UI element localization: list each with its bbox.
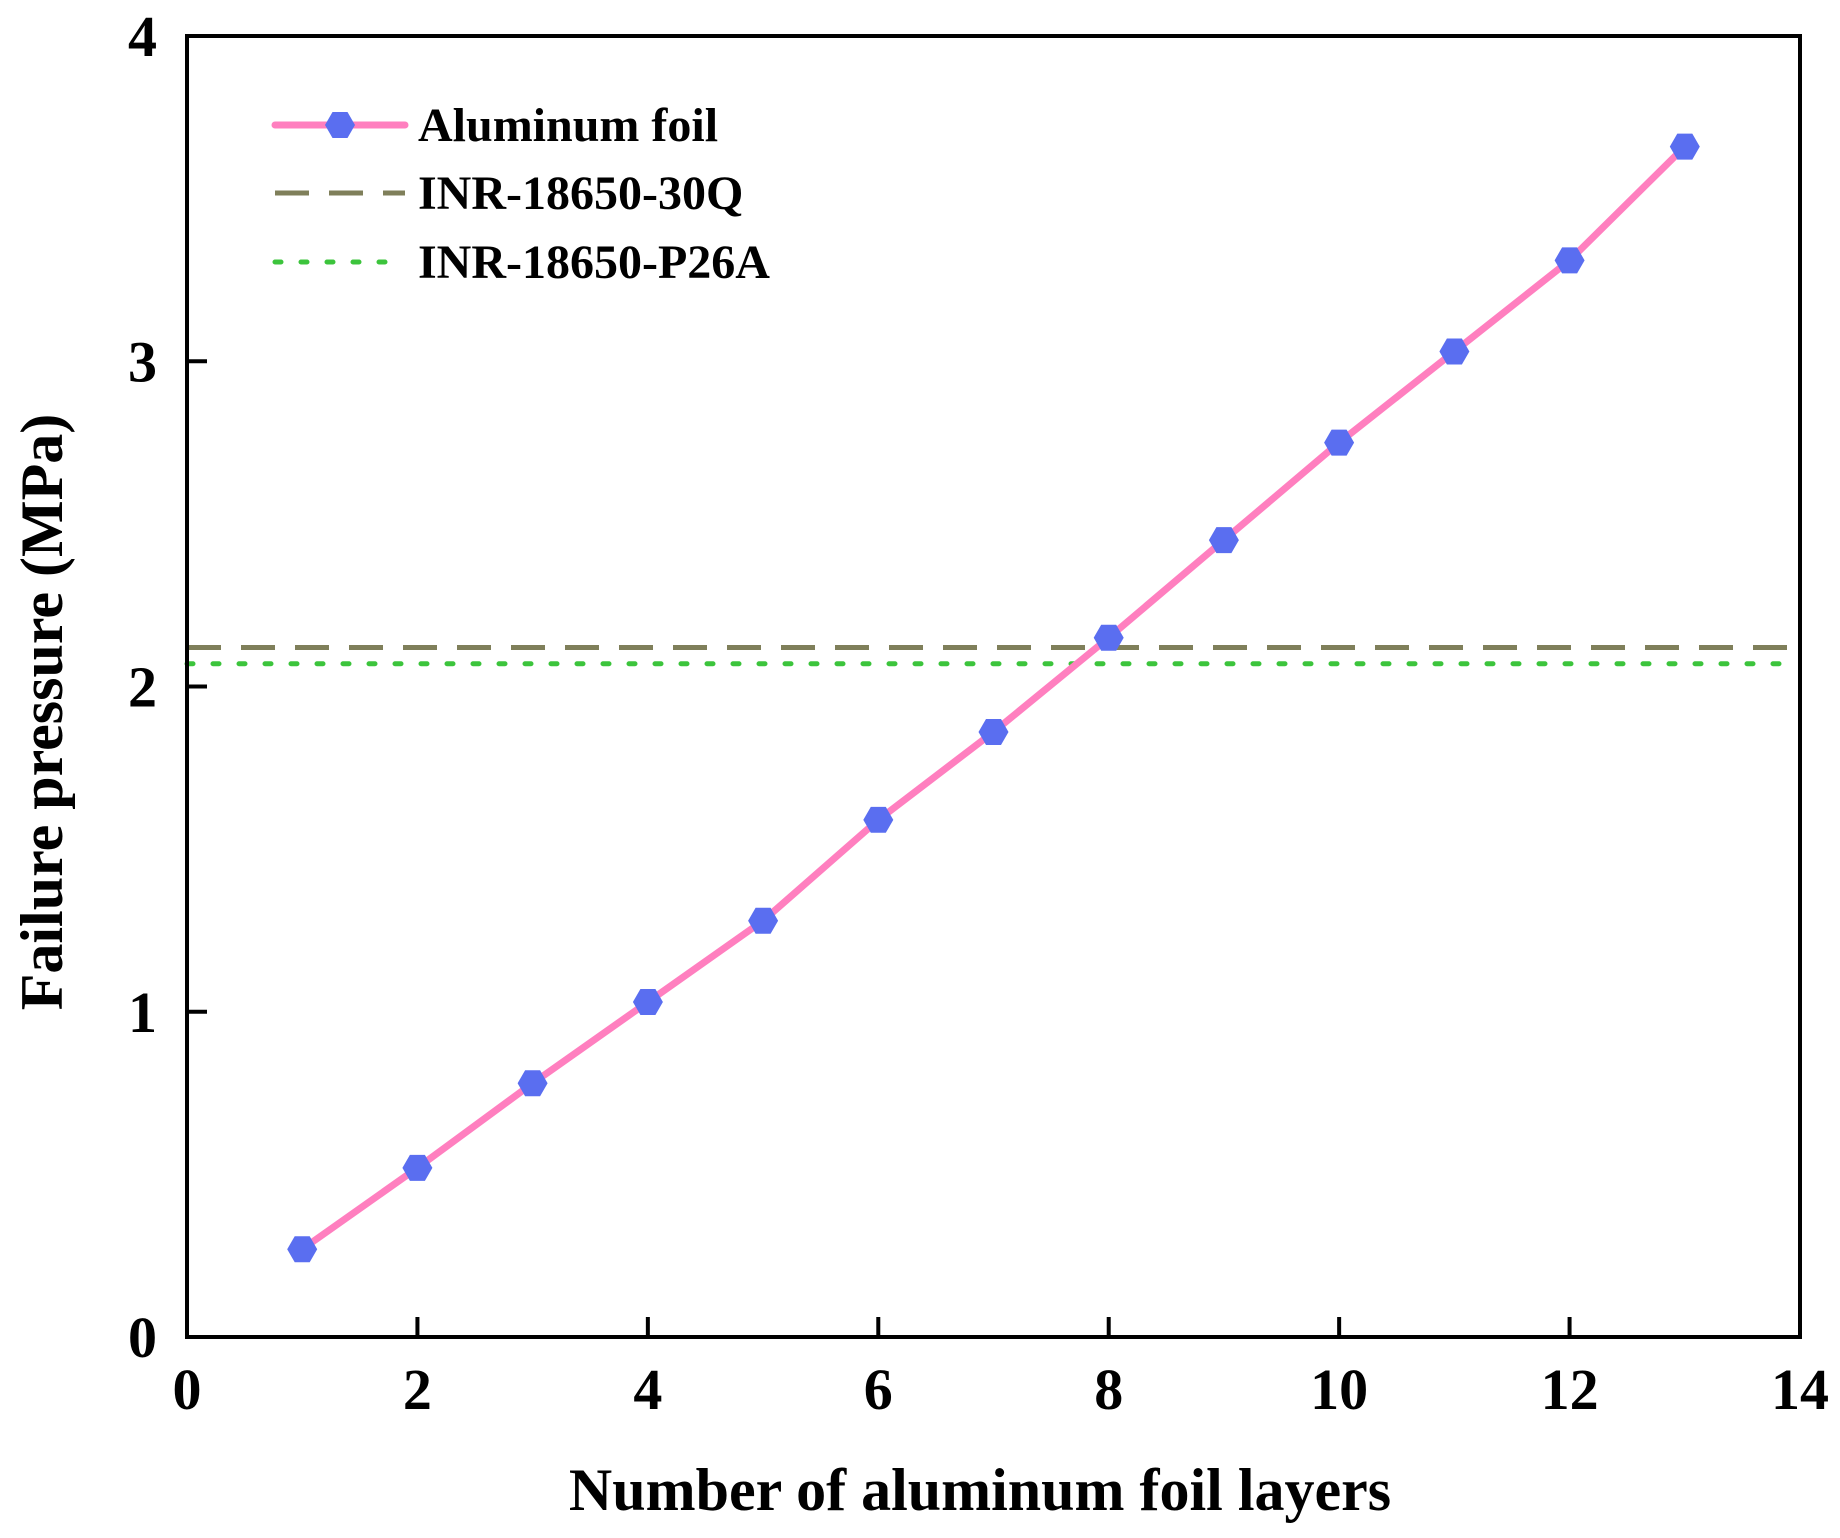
y-axis-title: Failure pressure (MPa) xyxy=(9,414,75,1011)
plot-frame xyxy=(185,34,1802,1339)
data-point-layer-8 xyxy=(1093,624,1124,651)
legend: Aluminum foil INR-18650-30Q INR-18650-P26A xyxy=(271,99,770,289)
data-point-layer-7 xyxy=(978,719,1009,745)
x-tick-label-12: 12 xyxy=(1541,1357,1599,1422)
x-tick-label-2: 2 xyxy=(403,1357,432,1422)
y-tick-label-1: 1 xyxy=(128,980,157,1045)
y-tick-label-4: 4 xyxy=(128,4,157,69)
data-point-layer-10 xyxy=(1324,429,1355,456)
data-point-layer-5 xyxy=(748,907,779,934)
data-point-layer-3 xyxy=(517,1070,548,1097)
legend-marker-aluminum-foil xyxy=(325,112,355,138)
y-tick-label-0: 0 xyxy=(128,1305,157,1370)
x-tick-label-0: 0 xyxy=(173,1357,202,1422)
x-tick-label-6: 6 xyxy=(864,1357,893,1422)
series-line-aluminum-foil xyxy=(298,143,1689,1253)
data-point-layer-13 xyxy=(1669,133,1700,160)
data-point-layer-4 xyxy=(632,989,663,1015)
x-tick-label-8: 8 xyxy=(1094,1357,1123,1422)
y-tick-label-2: 2 xyxy=(128,655,157,720)
data-point-layer-12 xyxy=(1554,247,1585,274)
x-tick-label-14: 14 xyxy=(1771,1357,1829,1422)
legend-label-inr-18650-p26a: INR-18650-P26A xyxy=(418,236,770,289)
legend-label-inr-18650-30q: INR-18650-30Q xyxy=(418,167,743,220)
data-point-layer-2 xyxy=(402,1154,433,1181)
plot-layer xyxy=(184,133,1795,1263)
x-tick-label-10: 10 xyxy=(1310,1357,1368,1422)
data-point-layer-1 xyxy=(287,1236,318,1263)
data-point-layer-9 xyxy=(1208,527,1239,554)
data-point-layer-6 xyxy=(863,806,894,833)
y-tick-label-3: 3 xyxy=(128,329,157,394)
legend-label-aluminum-foil: Aluminum foil xyxy=(418,99,718,152)
x-axis-title: Number of aluminum foil layers xyxy=(569,1457,1391,1523)
data-point-layer-11 xyxy=(1439,338,1470,365)
x-tick-label-4: 4 xyxy=(633,1357,662,1422)
